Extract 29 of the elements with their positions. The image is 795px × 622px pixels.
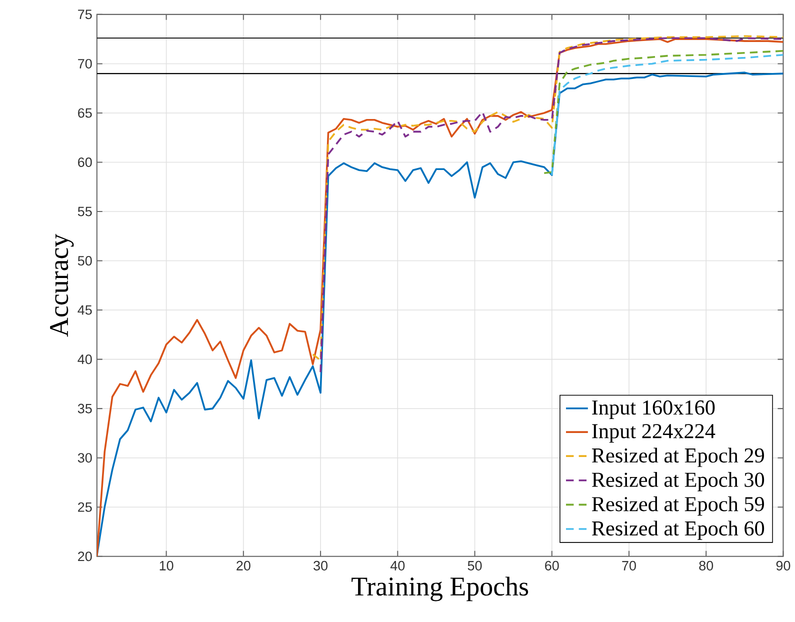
- x-tick-label: 60: [545, 560, 559, 571]
- x-tick-label: 90: [776, 560, 790, 571]
- legend-label: Resized at Epoch 59: [592, 496, 764, 516]
- x-tick-label: 10: [160, 560, 174, 571]
- y-tick-label: 45: [78, 305, 92, 315]
- x-tick-label: 80: [699, 560, 714, 571]
- legend-label: Resized at Epoch 29: [592, 448, 764, 468]
- x-tick-label: 70: [622, 560, 636, 571]
- y-tick-label: 65: [78, 108, 92, 118]
- legend-label: Resized at Epoch 30: [592, 472, 764, 492]
- x-axis-title: Training Epochs: [352, 576, 528, 602]
- y-tick-label: 35: [78, 404, 92, 414]
- y-tick-label: 40: [78, 354, 92, 364]
- x-tick-label: 50: [468, 560, 482, 571]
- y-tick-label: 55: [78, 206, 92, 216]
- legend-label: Resized at Epoch 60: [592, 520, 764, 540]
- y-axis-title: Accuracy: [50, 234, 74, 337]
- y-tick-label: 20: [78, 552, 92, 562]
- y-tick-label: 75: [78, 10, 92, 20]
- legend-label: Input 160x160: [592, 400, 715, 420]
- x-tick-label: 20: [236, 560, 250, 571]
- y-tick-label: 70: [78, 59, 92, 69]
- y-tick-label: 60: [78, 158, 92, 168]
- y-tick-label: 25: [78, 502, 92, 512]
- x-tick-label: 40: [390, 560, 405, 571]
- legend-label: Input 224x224: [592, 424, 716, 443]
- x-tick-label: 30: [314, 560, 328, 571]
- y-tick-label: 50: [78, 256, 92, 266]
- y-tick-label: 30: [78, 453, 92, 463]
